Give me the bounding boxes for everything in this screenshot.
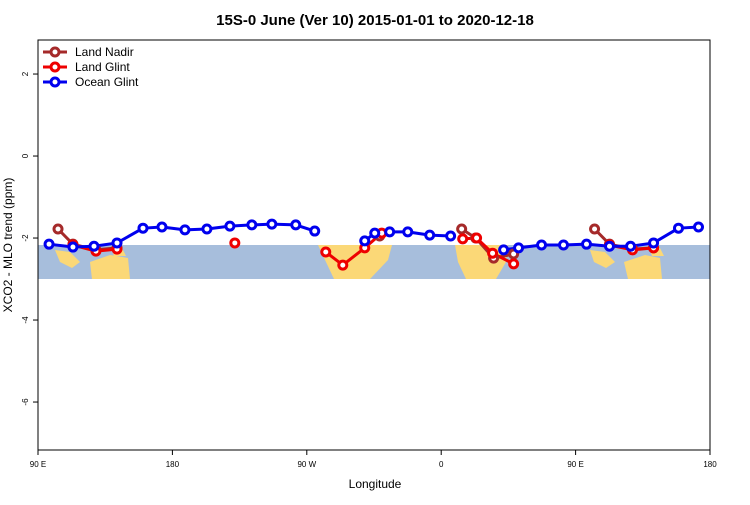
x-tick-label: 180 (703, 460, 717, 469)
x-tick-label: 180 (166, 460, 180, 469)
data-point (457, 233, 469, 245)
legend-label: Land Nadir (75, 45, 134, 59)
x-tick-label: 90 W (297, 460, 316, 469)
data-point (648, 237, 660, 249)
data-point (179, 224, 191, 236)
data-point (672, 222, 684, 234)
data-point (603, 240, 615, 252)
legend-marker (49, 76, 61, 88)
data-point (43, 238, 55, 250)
data-point (52, 223, 64, 235)
data-point (309, 225, 321, 237)
y-tick-label: -4 (21, 316, 30, 324)
data-point (266, 218, 278, 230)
data-point (201, 223, 213, 235)
x-tick-label: 0 (439, 460, 444, 469)
data-point (693, 221, 705, 233)
land (318, 245, 392, 279)
data-point (445, 230, 457, 242)
legend-marker (49, 46, 61, 58)
data-point (508, 258, 520, 270)
data-point (424, 229, 436, 241)
plot-frame (37, 39, 711, 451)
data-point (589, 223, 601, 235)
data-point (487, 247, 499, 259)
data-point (456, 223, 468, 235)
data-point (229, 237, 241, 249)
y-tick-label: -6 (21, 398, 30, 406)
land (590, 248, 664, 279)
data-point (498, 244, 510, 256)
data-point (513, 242, 525, 254)
data-point (320, 246, 332, 258)
data-point (402, 226, 414, 238)
data-point (290, 219, 302, 231)
data-point (111, 237, 123, 249)
data-point (536, 239, 548, 251)
data-point (369, 227, 381, 239)
y-tick-label: 0 (21, 153, 30, 158)
y-tick-label: 2 (21, 71, 30, 76)
legend-label: Land Glint (75, 60, 130, 74)
data-point (67, 241, 79, 253)
data-point (137, 222, 149, 234)
legend-marker (49, 61, 61, 73)
data-point (625, 240, 637, 252)
x-tick-label: 90 E (30, 460, 46, 469)
data-point (246, 219, 258, 231)
land (55, 248, 130, 279)
data-point (156, 221, 168, 233)
chart-title: 15S-0 June (Ver 10) 2015-01-01 to 2020-1… (216, 12, 534, 29)
data-point (581, 238, 593, 250)
legend-label: Ocean Glint (75, 75, 139, 89)
data-point (88, 240, 100, 252)
map-strip (38, 245, 710, 279)
data-point (471, 232, 483, 244)
data-point (359, 235, 371, 247)
x-tick-label: 90 E (567, 460, 583, 469)
data-point (558, 239, 570, 251)
y-tick-label: -2 (21, 234, 30, 242)
y-axis-label: XCO2 - MLO trend (ppm) (1, 178, 15, 313)
data-point (337, 259, 349, 271)
data-point (384, 226, 396, 238)
x-axis-label: Longitude (349, 477, 402, 491)
data-point (224, 220, 236, 232)
